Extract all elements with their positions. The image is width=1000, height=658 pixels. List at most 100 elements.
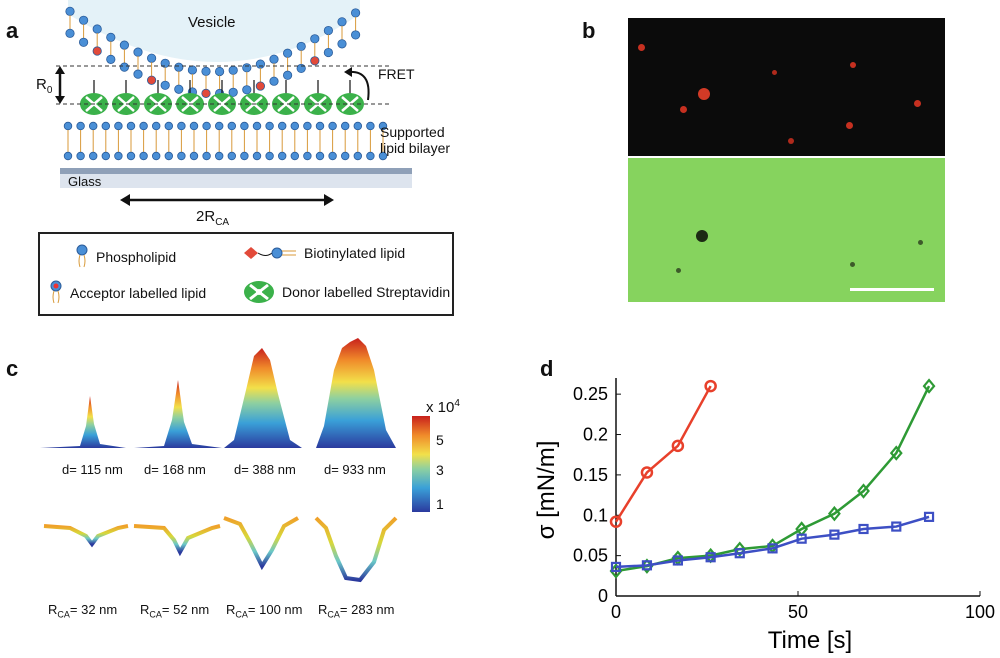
bilayer-label: Supported lipid bilayer bbox=[380, 124, 451, 156]
lipid-head bbox=[114, 151, 123, 161]
lipid-head bbox=[228, 65, 238, 75]
lipid-head bbox=[89, 121, 98, 131]
lipid-head bbox=[215, 66, 225, 77]
lipid-head bbox=[160, 80, 170, 90]
lipid-head bbox=[310, 56, 320, 66]
glass-slab bbox=[60, 168, 412, 174]
lipid-head bbox=[147, 53, 157, 63]
vesicle-spot bbox=[772, 70, 777, 75]
lipid-head bbox=[378, 121, 388, 131]
lipid-head bbox=[252, 151, 262, 161]
legend-phospholipid: Phospholipid bbox=[74, 244, 176, 270]
lipid-head bbox=[350, 8, 361, 18]
lipid-head bbox=[106, 32, 116, 42]
lipid-head bbox=[290, 121, 299, 131]
lipid-head bbox=[65, 6, 75, 16]
dark-spot bbox=[676, 268, 681, 273]
lipid-head bbox=[337, 39, 347, 49]
lipid-head bbox=[76, 151, 85, 161]
profile-388nm bbox=[224, 348, 302, 448]
panel-label-c: c bbox=[6, 356, 19, 381]
d-label: d= 388 nm bbox=[234, 462, 296, 477]
x-tick-label: 0 bbox=[611, 602, 621, 622]
lipid-head bbox=[296, 41, 306, 52]
donor-channel-image bbox=[628, 158, 945, 302]
x-tick-label: 100 bbox=[965, 602, 995, 622]
lipid-head bbox=[252, 121, 262, 131]
scale-bar bbox=[850, 288, 934, 291]
colorbar-tick: 1 bbox=[436, 496, 444, 512]
series-line-red bbox=[614, 385, 712, 523]
trough-52nm bbox=[133, 524, 221, 557]
lipid-head bbox=[101, 151, 110, 161]
lipid-head bbox=[328, 151, 337, 161]
d-label: d= 115 nm bbox=[62, 462, 123, 477]
lipid-head bbox=[265, 151, 274, 161]
lipid-head bbox=[187, 65, 197, 75]
data-point-blue bbox=[610, 561, 622, 573]
legend: Phospholipid Biotinylated lipid Acceptor… bbox=[38, 232, 454, 316]
lipid-head bbox=[78, 37, 89, 47]
tension-chart: 0 50 100 0 0.05 0.1 0.15 0.2 0.25 Time [s] σ [mN… bbox=[533, 378, 995, 654]
lipid-head bbox=[202, 121, 211, 131]
vesicle-spot bbox=[638, 44, 645, 51]
lipid-head bbox=[240, 151, 249, 161]
series-line-green bbox=[615, 385, 931, 573]
trough-32nm bbox=[43, 524, 129, 548]
y-tick-label: 0.15 bbox=[573, 465, 608, 485]
data-point-green bbox=[857, 483, 870, 499]
data-point-blue bbox=[796, 533, 807, 544]
trough-283nm bbox=[314, 516, 398, 583]
lipid-head bbox=[337, 17, 347, 27]
rca-caption: RCA= 100 nm bbox=[226, 602, 303, 620]
data-point-red bbox=[671, 439, 685, 453]
legend-acceptor: Acceptor labelled lipid bbox=[48, 280, 206, 306]
lipid-head bbox=[353, 121, 362, 131]
lipid-head bbox=[114, 121, 123, 131]
data-point-blue bbox=[923, 511, 935, 522]
lipid-head bbox=[189, 151, 199, 161]
dark-spot bbox=[850, 262, 855, 267]
supported-bilayer bbox=[63, 121, 388, 161]
lipid-head bbox=[177, 151, 186, 161]
lipid-head bbox=[283, 70, 293, 80]
glass-shadow bbox=[60, 174, 412, 188]
lipid-head bbox=[78, 15, 89, 25]
lipid-head bbox=[240, 121, 249, 131]
lipid-head bbox=[65, 28, 75, 38]
data-point-blue bbox=[767, 543, 778, 554]
data-point-red bbox=[704, 379, 717, 393]
legend-donor: Donor labelled Streptavidin bbox=[242, 280, 450, 304]
rca-caption: RCA= 283 nm bbox=[318, 602, 395, 620]
panel-label-a: a bbox=[6, 18, 19, 43]
vesicle-spot bbox=[850, 62, 856, 68]
lipid-head bbox=[328, 121, 337, 131]
lipid-head bbox=[76, 121, 85, 131]
lipid-head bbox=[255, 59, 265, 69]
data-point-blue bbox=[891, 521, 902, 532]
vesicle-interior bbox=[68, 0, 360, 62]
lipid-head bbox=[174, 84, 184, 94]
lipid-head bbox=[265, 121, 274, 131]
legend-biotinylated: Biotinylated lipid bbox=[242, 244, 405, 262]
lipid-head bbox=[303, 151, 312, 161]
lipid-head bbox=[133, 69, 143, 79]
lipid-head bbox=[119, 40, 130, 50]
lipid-head bbox=[353, 151, 362, 161]
lipid-head bbox=[277, 121, 287, 131]
trough-100nm bbox=[223, 516, 299, 571]
streptavidin-mark bbox=[213, 96, 231, 112]
lipid-head bbox=[92, 46, 102, 56]
lipid-head bbox=[151, 121, 161, 131]
lipid-head bbox=[366, 151, 375, 161]
lipid-head bbox=[177, 121, 186, 131]
lipid-head bbox=[350, 30, 361, 40]
lipid-head bbox=[101, 121, 110, 131]
data-point-blue bbox=[672, 555, 683, 566]
data-point-blue bbox=[734, 548, 745, 559]
lipid-head bbox=[228, 87, 238, 97]
lipid-head bbox=[242, 85, 252, 95]
donor-streptavidin-icon bbox=[244, 281, 274, 303]
data-point-green bbox=[827, 505, 841, 522]
y-axis-label: σ [mN/m] bbox=[533, 441, 560, 540]
